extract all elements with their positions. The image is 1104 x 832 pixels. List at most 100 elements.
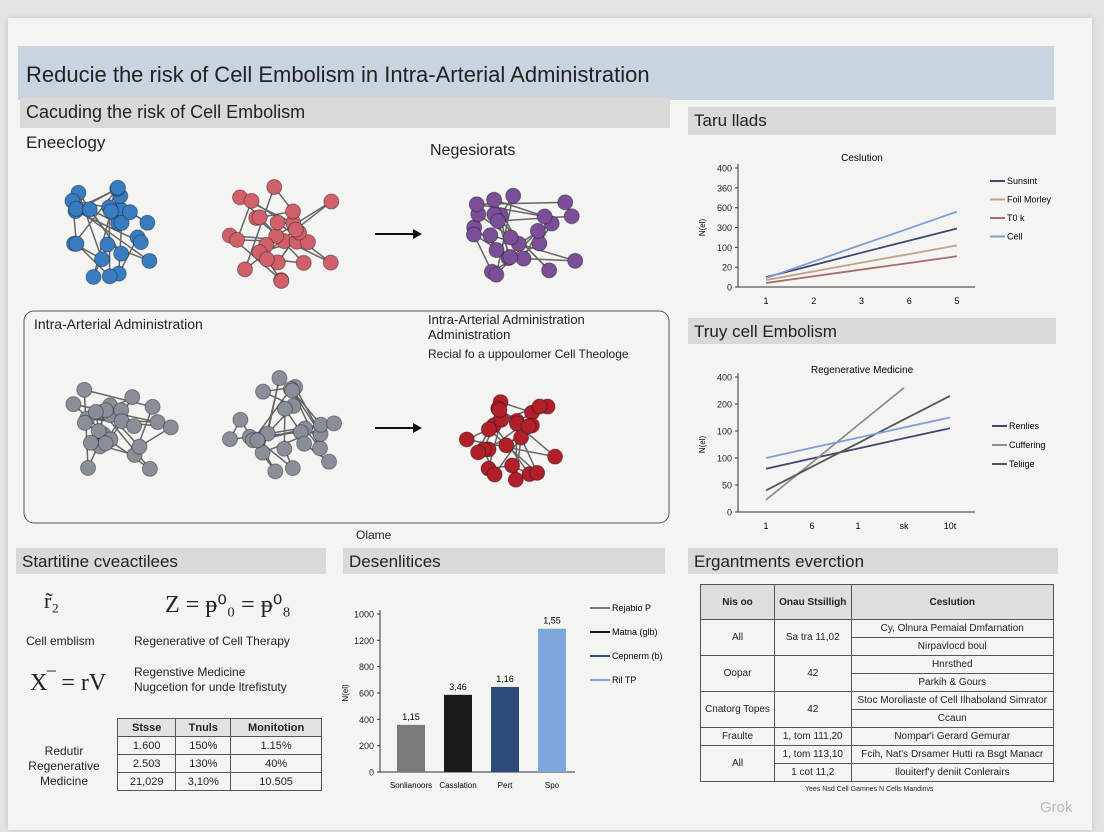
table-header: Tnuls: [175, 718, 232, 737]
atom: [221, 431, 238, 448]
atom: [557, 194, 574, 211]
arrow-head: [413, 229, 422, 239]
diagram-label: Negesiorats: [430, 142, 516, 159]
atom: [99, 236, 116, 253]
diagram-subtitle: Recial fo a uppoulomer Cell Theologe: [428, 347, 629, 361]
section-bar: [688, 318, 1056, 344]
series-line: [765, 387, 905, 501]
atom: [144, 398, 161, 415]
equation: X‾ = rV: [30, 670, 107, 696]
section-title: Ergantments everction: [694, 552, 865, 571]
legend-label: Rejabio P: [612, 603, 651, 613]
y-tick-label: 300: [717, 223, 732, 233]
atom: [232, 411, 249, 428]
bond: [244, 186, 275, 270]
atom: [531, 398, 548, 415]
atom: [101, 268, 118, 285]
equation-label: Regenstive Medicine: [134, 665, 246, 679]
bar-annotation: 1,15: [402, 712, 420, 722]
section-bar: [16, 548, 326, 574]
molecule: [221, 370, 343, 480]
atom: [97, 435, 114, 452]
diagram-label: Intra-Arterial Administration Administra…: [428, 312, 585, 342]
atom: [90, 422, 107, 439]
y-tick-label: 50: [722, 481, 732, 491]
bond: [75, 188, 118, 210]
table-row: 21,029 3,10% 10.505: [116, 772, 322, 791]
bar-annotation: 3,46: [449, 682, 467, 692]
y-tick-label: 400: [359, 715, 374, 725]
atom: [322, 254, 339, 271]
table-cell: 1.600: [116, 736, 177, 755]
y-tick-label: 360: [717, 183, 732, 193]
atom: [323, 193, 340, 210]
chart-title: Ceslution: [841, 153, 883, 164]
atom: [505, 187, 522, 204]
y-tick-label: 400: [717, 164, 732, 174]
equation-label: Nugcetion for unde ltrefistuty: [134, 680, 287, 694]
table-cell: Parkih & Gours: [850, 673, 1054, 692]
legend-label: Cepnerm (b): [612, 651, 663, 661]
atom: [269, 214, 286, 231]
y-tick-label: 1000: [354, 610, 374, 620]
legend-label: Ril TP: [612, 675, 636, 685]
table-row: Nis oo Onau Stsilligh Ceslution: [699, 584, 1054, 620]
x-tick-label: Pert: [498, 781, 513, 790]
molecule: [465, 187, 584, 283]
series-line: [765, 255, 958, 284]
atom: [502, 229, 519, 246]
atom: [141, 252, 158, 269]
atom: [507, 471, 524, 488]
y-tick-label: 100: [717, 454, 732, 464]
table-header: Onau Stsilligh: [774, 584, 852, 620]
atom: [132, 234, 149, 251]
atom: [486, 466, 503, 483]
atom: [255, 383, 272, 400]
atom: [541, 262, 558, 279]
bond: [77, 192, 103, 260]
atom: [85, 269, 102, 286]
chart-title: Desenlitices: [349, 552, 441, 571]
y-axis-label: N(el): [698, 219, 707, 237]
atom: [536, 208, 553, 225]
table-cell: 10.505: [230, 772, 322, 791]
table-row: 2.503 130% 40%: [116, 754, 322, 773]
table-cell: 1 cot 11,2: [774, 763, 852, 782]
atom: [139, 214, 156, 231]
atom: [68, 235, 85, 252]
molecule: [458, 394, 564, 488]
atom: [563, 208, 580, 225]
section-title: Truy cell Embolism: [694, 322, 837, 341]
y-tick-label: 600: [717, 203, 732, 213]
table-cell: 40%: [230, 754, 322, 773]
diagram-label: Intra-Arterial Administration: [34, 316, 203, 332]
atom: [271, 370, 288, 387]
section-title: Cacuding the risk of Cell Embolism: [26, 102, 306, 122]
series-line: [765, 395, 951, 492]
atom: [284, 460, 301, 477]
table-cell: 3,10%: [175, 772, 232, 791]
page-title: Reducie the risk of Cell Embolism in Int…: [26, 62, 650, 87]
equation: r̃₂: [44, 588, 59, 613]
molecule: [64, 179, 158, 286]
legend-label: T0 k: [1007, 213, 1025, 223]
atom: [458, 431, 475, 448]
y-tick-label: 1200: [354, 636, 374, 646]
atom: [285, 203, 302, 220]
bond: [73, 187, 119, 245]
atom: [470, 444, 487, 461]
atom: [81, 201, 98, 218]
section-title: Taru llads: [694, 111, 767, 130]
atom: [529, 464, 546, 481]
atom: [486, 191, 503, 208]
legend-label: Matna (glb): [612, 627, 658, 637]
table-row: 1 cot 11,2 Ilouiterf'y deniit Conlerairs: [701, 763, 1054, 782]
x-tick-label: 1: [763, 296, 768, 306]
table-cell: Stoc Moroliaste of Cell Ilhaboland Simra…: [850, 691, 1054, 710]
atom: [94, 251, 111, 268]
y-tick-label: 20: [722, 263, 732, 273]
bar: [397, 724, 425, 772]
y-tick-label: 200: [359, 741, 374, 751]
legend-label: Sunsint: [1007, 176, 1038, 186]
atom: [502, 248, 519, 265]
